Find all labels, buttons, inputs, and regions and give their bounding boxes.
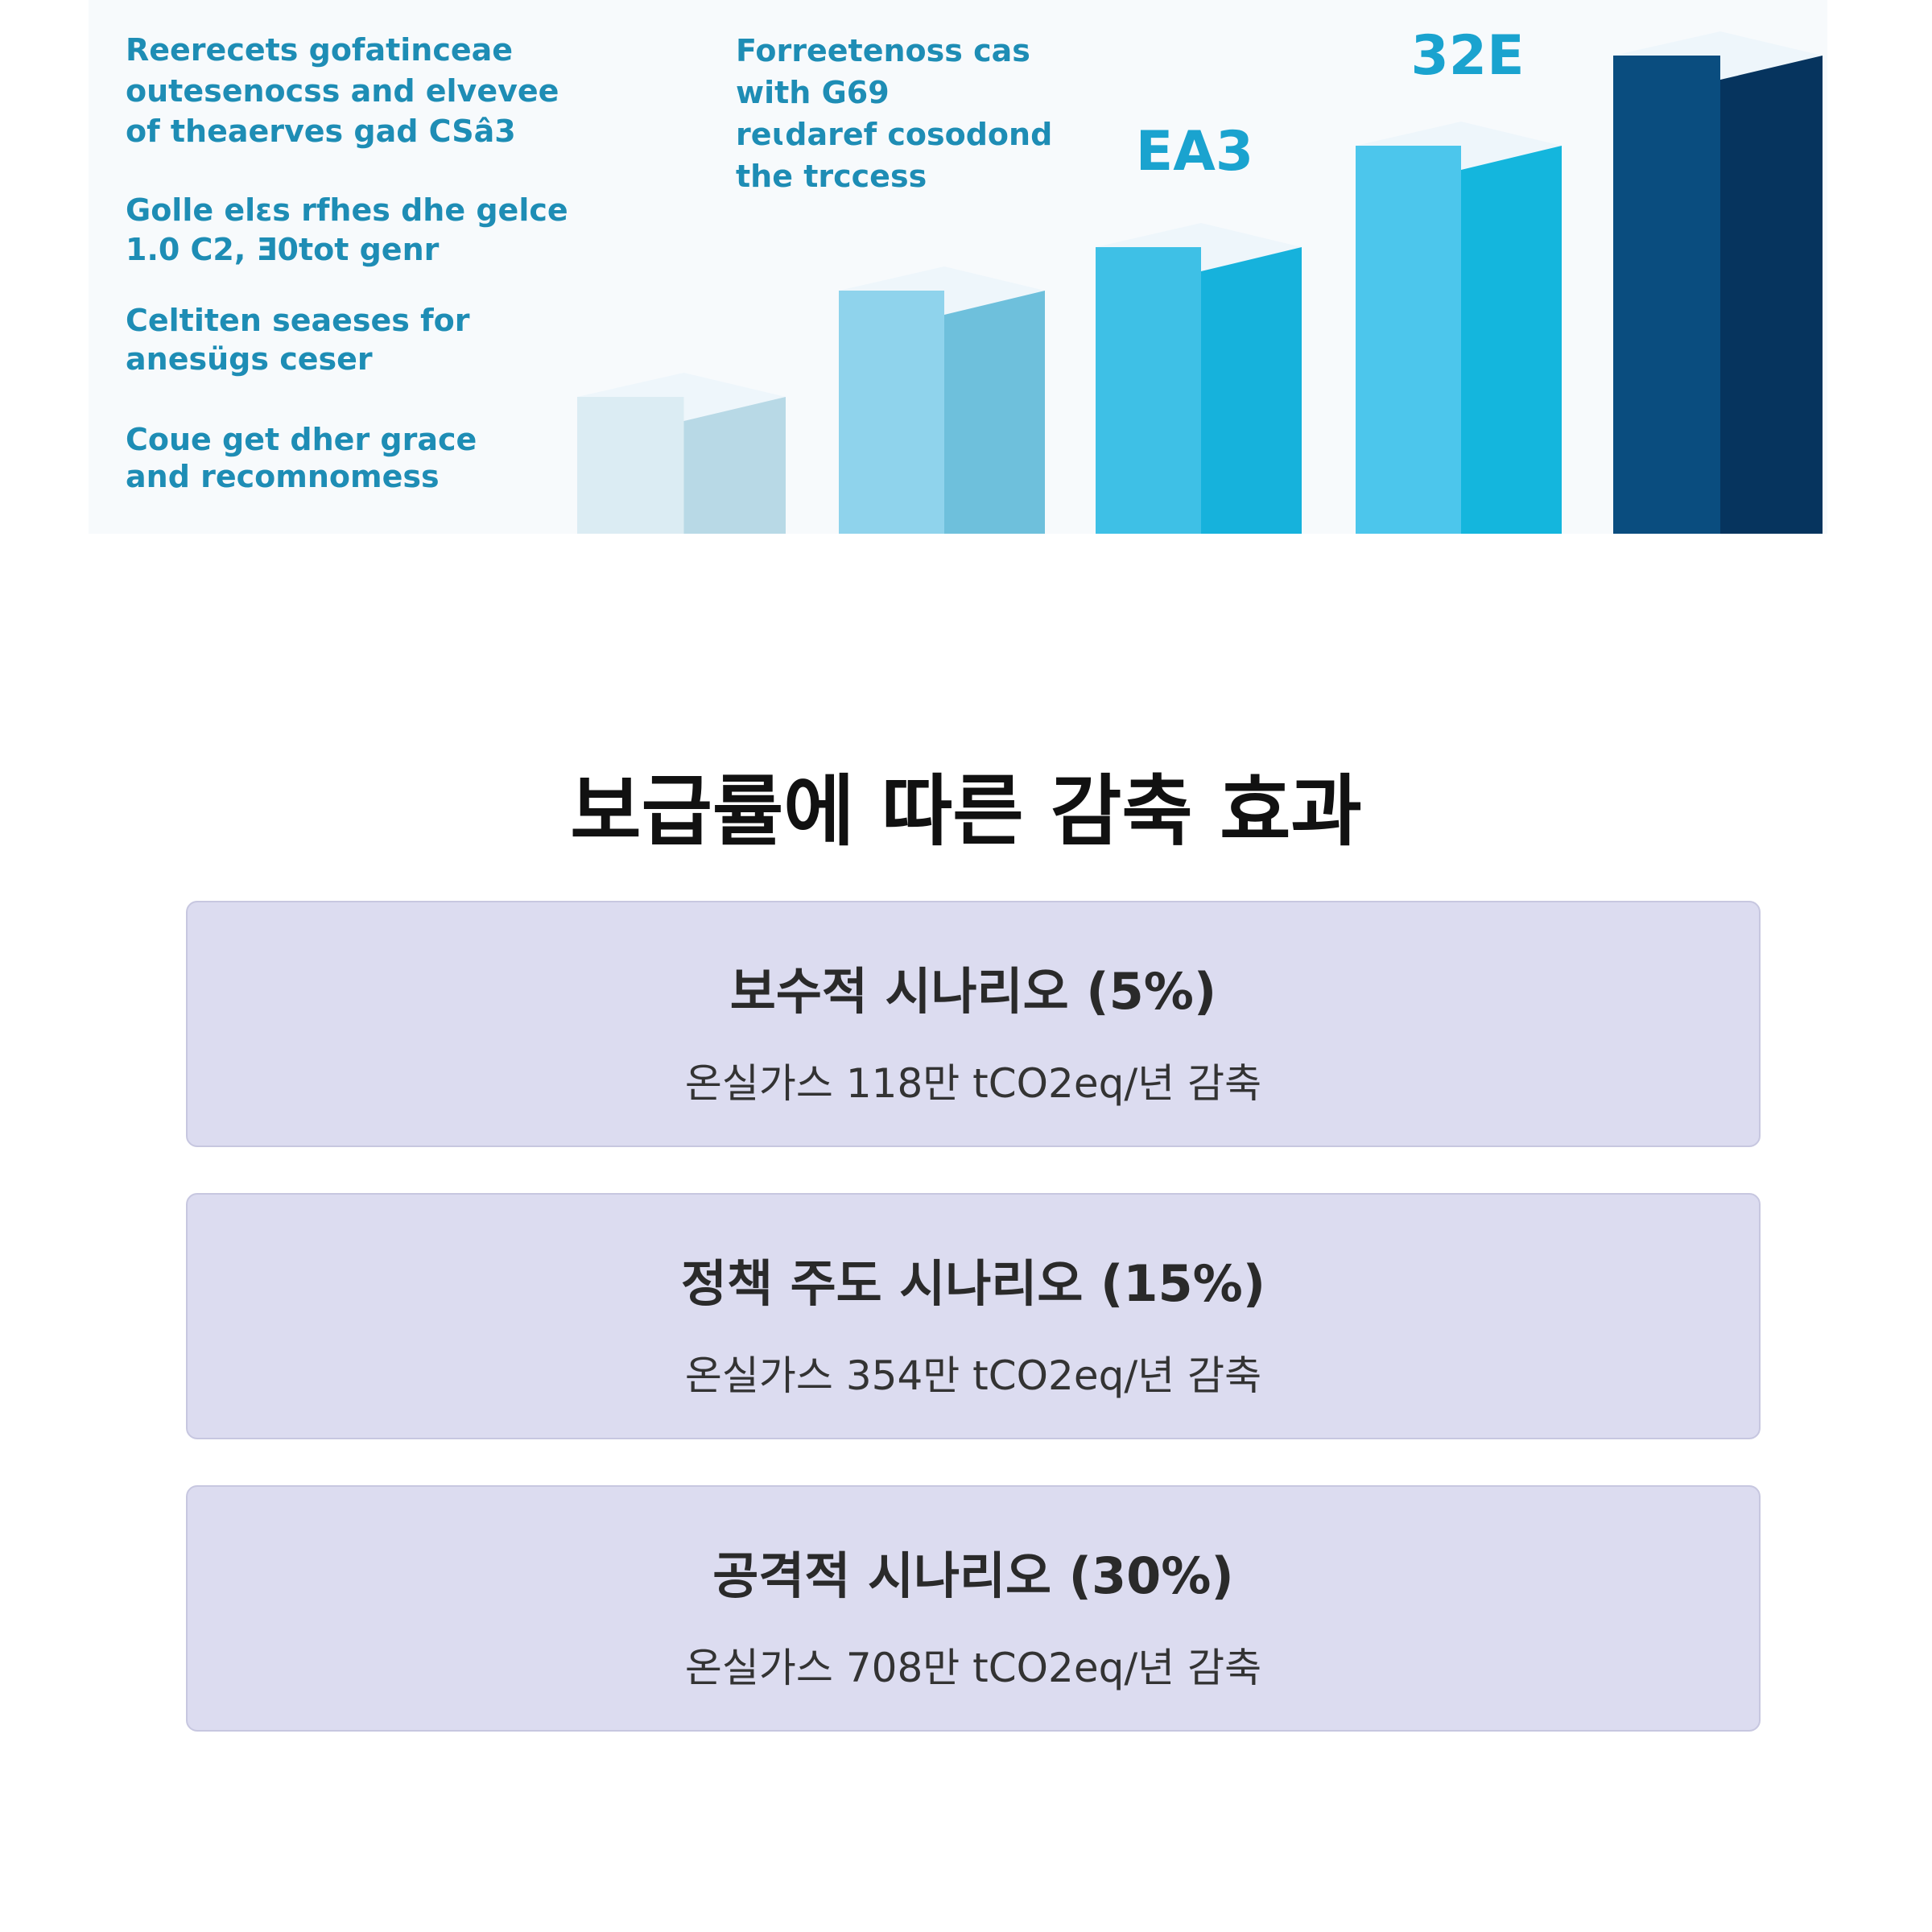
card-text: 온실가스 708만 tCO2eq/년 감축 bbox=[684, 1645, 1262, 1691]
bar-shape bbox=[1720, 56, 1823, 534]
bar-shape bbox=[577, 397, 684, 534]
bar-shape bbox=[683, 397, 786, 534]
bar-shape bbox=[944, 291, 1045, 534]
card-text: 온실가스 118만 tCO2eq/년 감축 bbox=[684, 1060, 1262, 1107]
scenario-card: 보수적 시나리오 (5%) 온실가스 118만 tCO2eq/년 감축 bbox=[186, 901, 1761, 1147]
section-heading: 보급률에 따른 감축 효과 bbox=[570, 766, 1362, 857]
bar-shape bbox=[1461, 146, 1562, 534]
illustration-label: 32E bbox=[1410, 24, 1525, 88]
illustration-text: Coue get dher grace bbox=[126, 422, 477, 457]
illustration-text: with G69 bbox=[736, 75, 890, 110]
illustration-text: anesügs ceser bbox=[126, 341, 373, 377]
illustration-label: EA3 bbox=[1135, 120, 1254, 184]
illustration-text: Golle elɛs rfhes dhe gelce bbox=[126, 192, 568, 228]
illustration-text: the trccess bbox=[736, 159, 927, 194]
illustration-text: 1.0 C2, Ǝ0tot genr bbox=[126, 232, 440, 267]
illustration-text: outesenocss and elvevee bbox=[126, 73, 559, 109]
illustration-text: reɩdaref cosodond bbox=[736, 117, 1053, 152]
card-text: 온실가스 354만 tCO2eq/년 감축 bbox=[684, 1352, 1262, 1399]
card-title: 보수적 시나리오 (5%) bbox=[729, 962, 1217, 1021]
scenario-card: 공격적 시나리오 (30%) 온실가스 708만 tCO2eq/년 감축 bbox=[186, 1485, 1761, 1732]
illustration-text: Forreetenoss cas bbox=[736, 33, 1030, 68]
illustration bbox=[89, 0, 1827, 534]
illustration-text: Reerecets gofatinceae bbox=[126, 32, 514, 68]
bar-shape bbox=[1201, 247, 1302, 534]
bar-shape bbox=[1356, 146, 1461, 534]
bar-shape bbox=[1096, 247, 1201, 534]
scenario-card: 정책 주도 시나리오 (15%) 온실가스 354만 tCO2eq/년 감축 bbox=[186, 1193, 1761, 1439]
card-title: 정책 주도 시나리오 (15%) bbox=[680, 1254, 1266, 1313]
illustration-text: of theaerves gad CSâ3 bbox=[126, 114, 516, 149]
bar-shape bbox=[839, 291, 944, 534]
illustration-text: Celtiten seaeses for bbox=[126, 303, 470, 338]
card-title: 공격적 시나리오 (30%) bbox=[712, 1546, 1234, 1605]
bar-shape bbox=[1613, 56, 1720, 534]
illustration-text: and recomnomess bbox=[126, 459, 440, 494]
